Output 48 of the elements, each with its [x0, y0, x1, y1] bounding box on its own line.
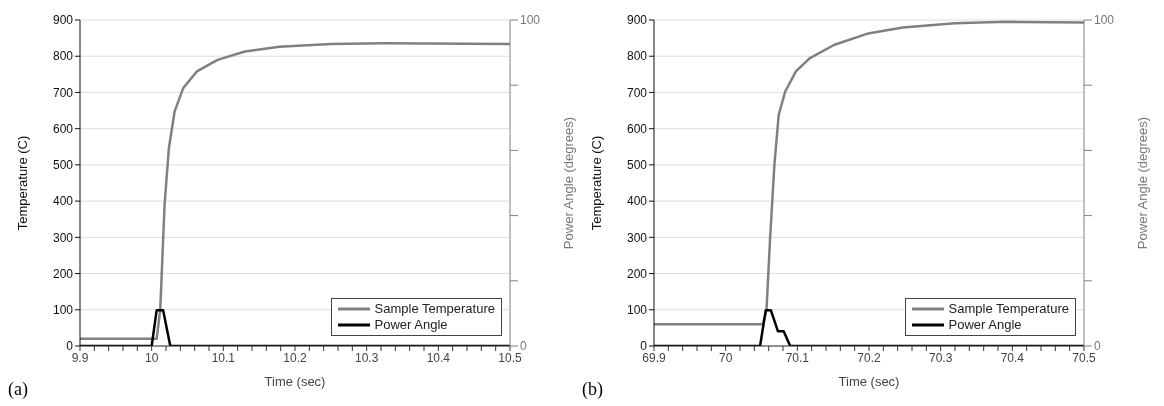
y-tick-label: 700 [52, 85, 74, 100]
y-tick-label: 500 [626, 158, 648, 173]
y2-tick-label: 100 [520, 13, 541, 28]
text: (b) [582, 379, 603, 400]
y2-tick-label: 100 [1094, 13, 1115, 28]
y-tick-label: 100 [626, 303, 648, 318]
y-tick-label: 800 [52, 49, 74, 64]
x-tick-label: 10.1 [211, 350, 236, 365]
x-axis-title: Time (sec) [838, 374, 900, 389]
x-tick-label: 10 [144, 350, 159, 365]
y-tick-label: 700 [626, 85, 648, 100]
x-tick-label: 10.5 [498, 350, 522, 365]
x-tick-label: 70.5 [1072, 350, 1096, 365]
x-tick-label: 10.4 [426, 350, 451, 365]
y2-axis-title: Power Angle (degrees) [560, 116, 576, 250]
legend-label: Power Angle [374, 317, 448, 333]
legend-label: Power Angle [948, 317, 1022, 333]
legend-label: Sample Temperature [374, 301, 495, 317]
x-tick-label: 70.1 [785, 350, 810, 365]
y2-axis-title: Power Angle (degrees) [1134, 116, 1150, 250]
y-tick-label: 300 [626, 230, 648, 245]
y-tick-label: 400 [52, 194, 74, 209]
y2-tick-label: 0 [520, 339, 527, 354]
y-tick-label: 600 [52, 121, 74, 136]
y-tick-label: 400 [626, 194, 648, 209]
text: (a) [8, 379, 28, 400]
y-tick-label: 900 [52, 13, 74, 28]
y-tick-label: 200 [52, 266, 74, 281]
y-tick-label: 0 [66, 339, 74, 354]
y-axis-title: Temperature (C) [588, 135, 604, 231]
legend-label: Sample Temperature [948, 301, 1069, 317]
y-tick-label: 100 [52, 303, 74, 318]
x-tick-label: 9.9 [71, 350, 89, 365]
x-tick-label: 70 [718, 350, 733, 365]
x-tick-label: 10.3 [354, 350, 379, 365]
y-tick-label: 300 [52, 230, 74, 245]
x-tick-label: 70.3 [928, 350, 953, 365]
y-axis-title: Temperature (C) [14, 135, 30, 231]
y-tick-label: 800 [626, 49, 648, 64]
x-tick-label: 70.4 [1000, 350, 1025, 365]
y-tick-label: 200 [626, 266, 648, 281]
y-tick-label: 900 [626, 13, 648, 28]
x-axis-title: Time (sec) [264, 374, 326, 389]
y2-tick-label: 0 [1094, 339, 1101, 354]
x-tick-label: 70.2 [857, 350, 881, 365]
y-tick-label: 600 [626, 121, 648, 136]
y-tick-label: 500 [52, 158, 74, 173]
x-tick-label: 10.2 [283, 350, 307, 365]
